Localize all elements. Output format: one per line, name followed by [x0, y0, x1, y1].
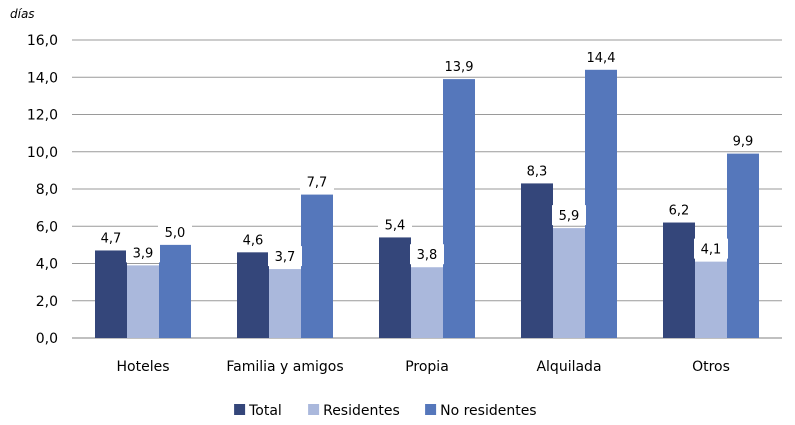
legend-label: Residentes	[323, 403, 400, 419]
x-category-label: Otros	[692, 359, 730, 375]
y-tick-label: 14,0	[27, 70, 58, 86]
data-label: 14,4	[587, 51, 616, 66]
data-label: 5,0	[165, 226, 186, 241]
y-tick-label: 6,0	[36, 219, 58, 235]
data-label-background	[158, 221, 192, 242]
data-label: 4,7	[101, 231, 122, 246]
y-axis-ticks: 0,0 2,0 4,0 6,0 8,0 10,0 12,0 14,0 16,0	[27, 33, 58, 347]
y-tick-label: 8,0	[36, 182, 58, 198]
data-label-background	[126, 242, 160, 263]
data-label-background	[94, 227, 128, 248]
legend-label: Total	[248, 403, 282, 419]
data-labels: 4,7 3,9 5,0 4,6 3,7 7,7 5,4 3,8 13,9 8,3 5,9 14,4 6,…	[94, 46, 760, 267]
data-label: 5,4	[385, 218, 406, 233]
bar-residentes	[553, 228, 585, 338]
bar-no-residentes	[159, 244, 191, 338]
data-label: 9,9	[733, 135, 754, 150]
bar-no-residentes	[443, 79, 475, 339]
bar-no-residentes	[301, 194, 333, 338]
y-axis-unit-label: días	[10, 7, 35, 21]
data-label-background	[410, 244, 444, 265]
data-label: 7,7	[307, 176, 328, 191]
data-label-background	[552, 205, 586, 226]
data-label: 5,9	[559, 209, 580, 224]
data-label: 3,8	[417, 248, 438, 263]
data-label: 4,1	[701, 243, 722, 258]
bars	[95, 69, 759, 339]
bar-residentes	[411, 267, 443, 338]
data-label-background	[726, 130, 760, 151]
x-axis-categories: Hoteles Familia y amigos Propia Alquilada Ot…	[117, 359, 730, 375]
x-category-label: Propia	[405, 359, 449, 375]
x-category-label: Hoteles	[117, 359, 170, 375]
bar-residentes	[695, 261, 727, 338]
y-tick-label: 0,0	[36, 331, 58, 347]
x-category-label: Familia y amigos	[226, 359, 343, 375]
bar-no-residentes	[727, 153, 759, 338]
bar-total	[521, 183, 553, 338]
y-tick-label: 2,0	[36, 294, 58, 310]
bar-total	[663, 222, 695, 338]
data-label-background	[236, 229, 270, 250]
legend-swatch	[425, 404, 437, 415]
bar-residentes	[127, 265, 159, 338]
y-tick-label: 10,0	[27, 145, 58, 161]
data-label-background	[268, 246, 302, 267]
data-label: 4,6	[243, 233, 264, 248]
y-tick-label: 16,0	[27, 33, 58, 49]
data-label-background	[378, 214, 412, 235]
bar-total	[379, 237, 411, 338]
legend-swatch	[308, 404, 320, 415]
legend-label: No residentes	[440, 403, 537, 419]
data-label-background	[584, 46, 618, 67]
data-label-background	[442, 56, 476, 77]
data-label: 8,3	[527, 164, 548, 179]
data-label-background	[694, 238, 728, 259]
y-tick-label: 12,0	[27, 108, 58, 124]
data-label: 13,9	[445, 60, 474, 75]
data-label-background	[300, 171, 334, 192]
y-tick-label: 4,0	[36, 257, 58, 273]
bar-total	[95, 250, 127, 338]
bar-no-residentes	[585, 69, 617, 339]
legend: Total Residentes No residentes	[234, 403, 537, 419]
x-category-label: Alquilada	[536, 359, 601, 375]
data-label-background	[662, 199, 696, 220]
data-label: 6,2	[669, 204, 690, 219]
bar-residentes	[269, 269, 301, 338]
legend-swatch	[234, 404, 246, 415]
data-label: 3,7	[275, 250, 296, 265]
data-label: 3,9	[133, 246, 154, 261]
bar-total	[237, 252, 269, 338]
data-label-background	[520, 160, 554, 181]
